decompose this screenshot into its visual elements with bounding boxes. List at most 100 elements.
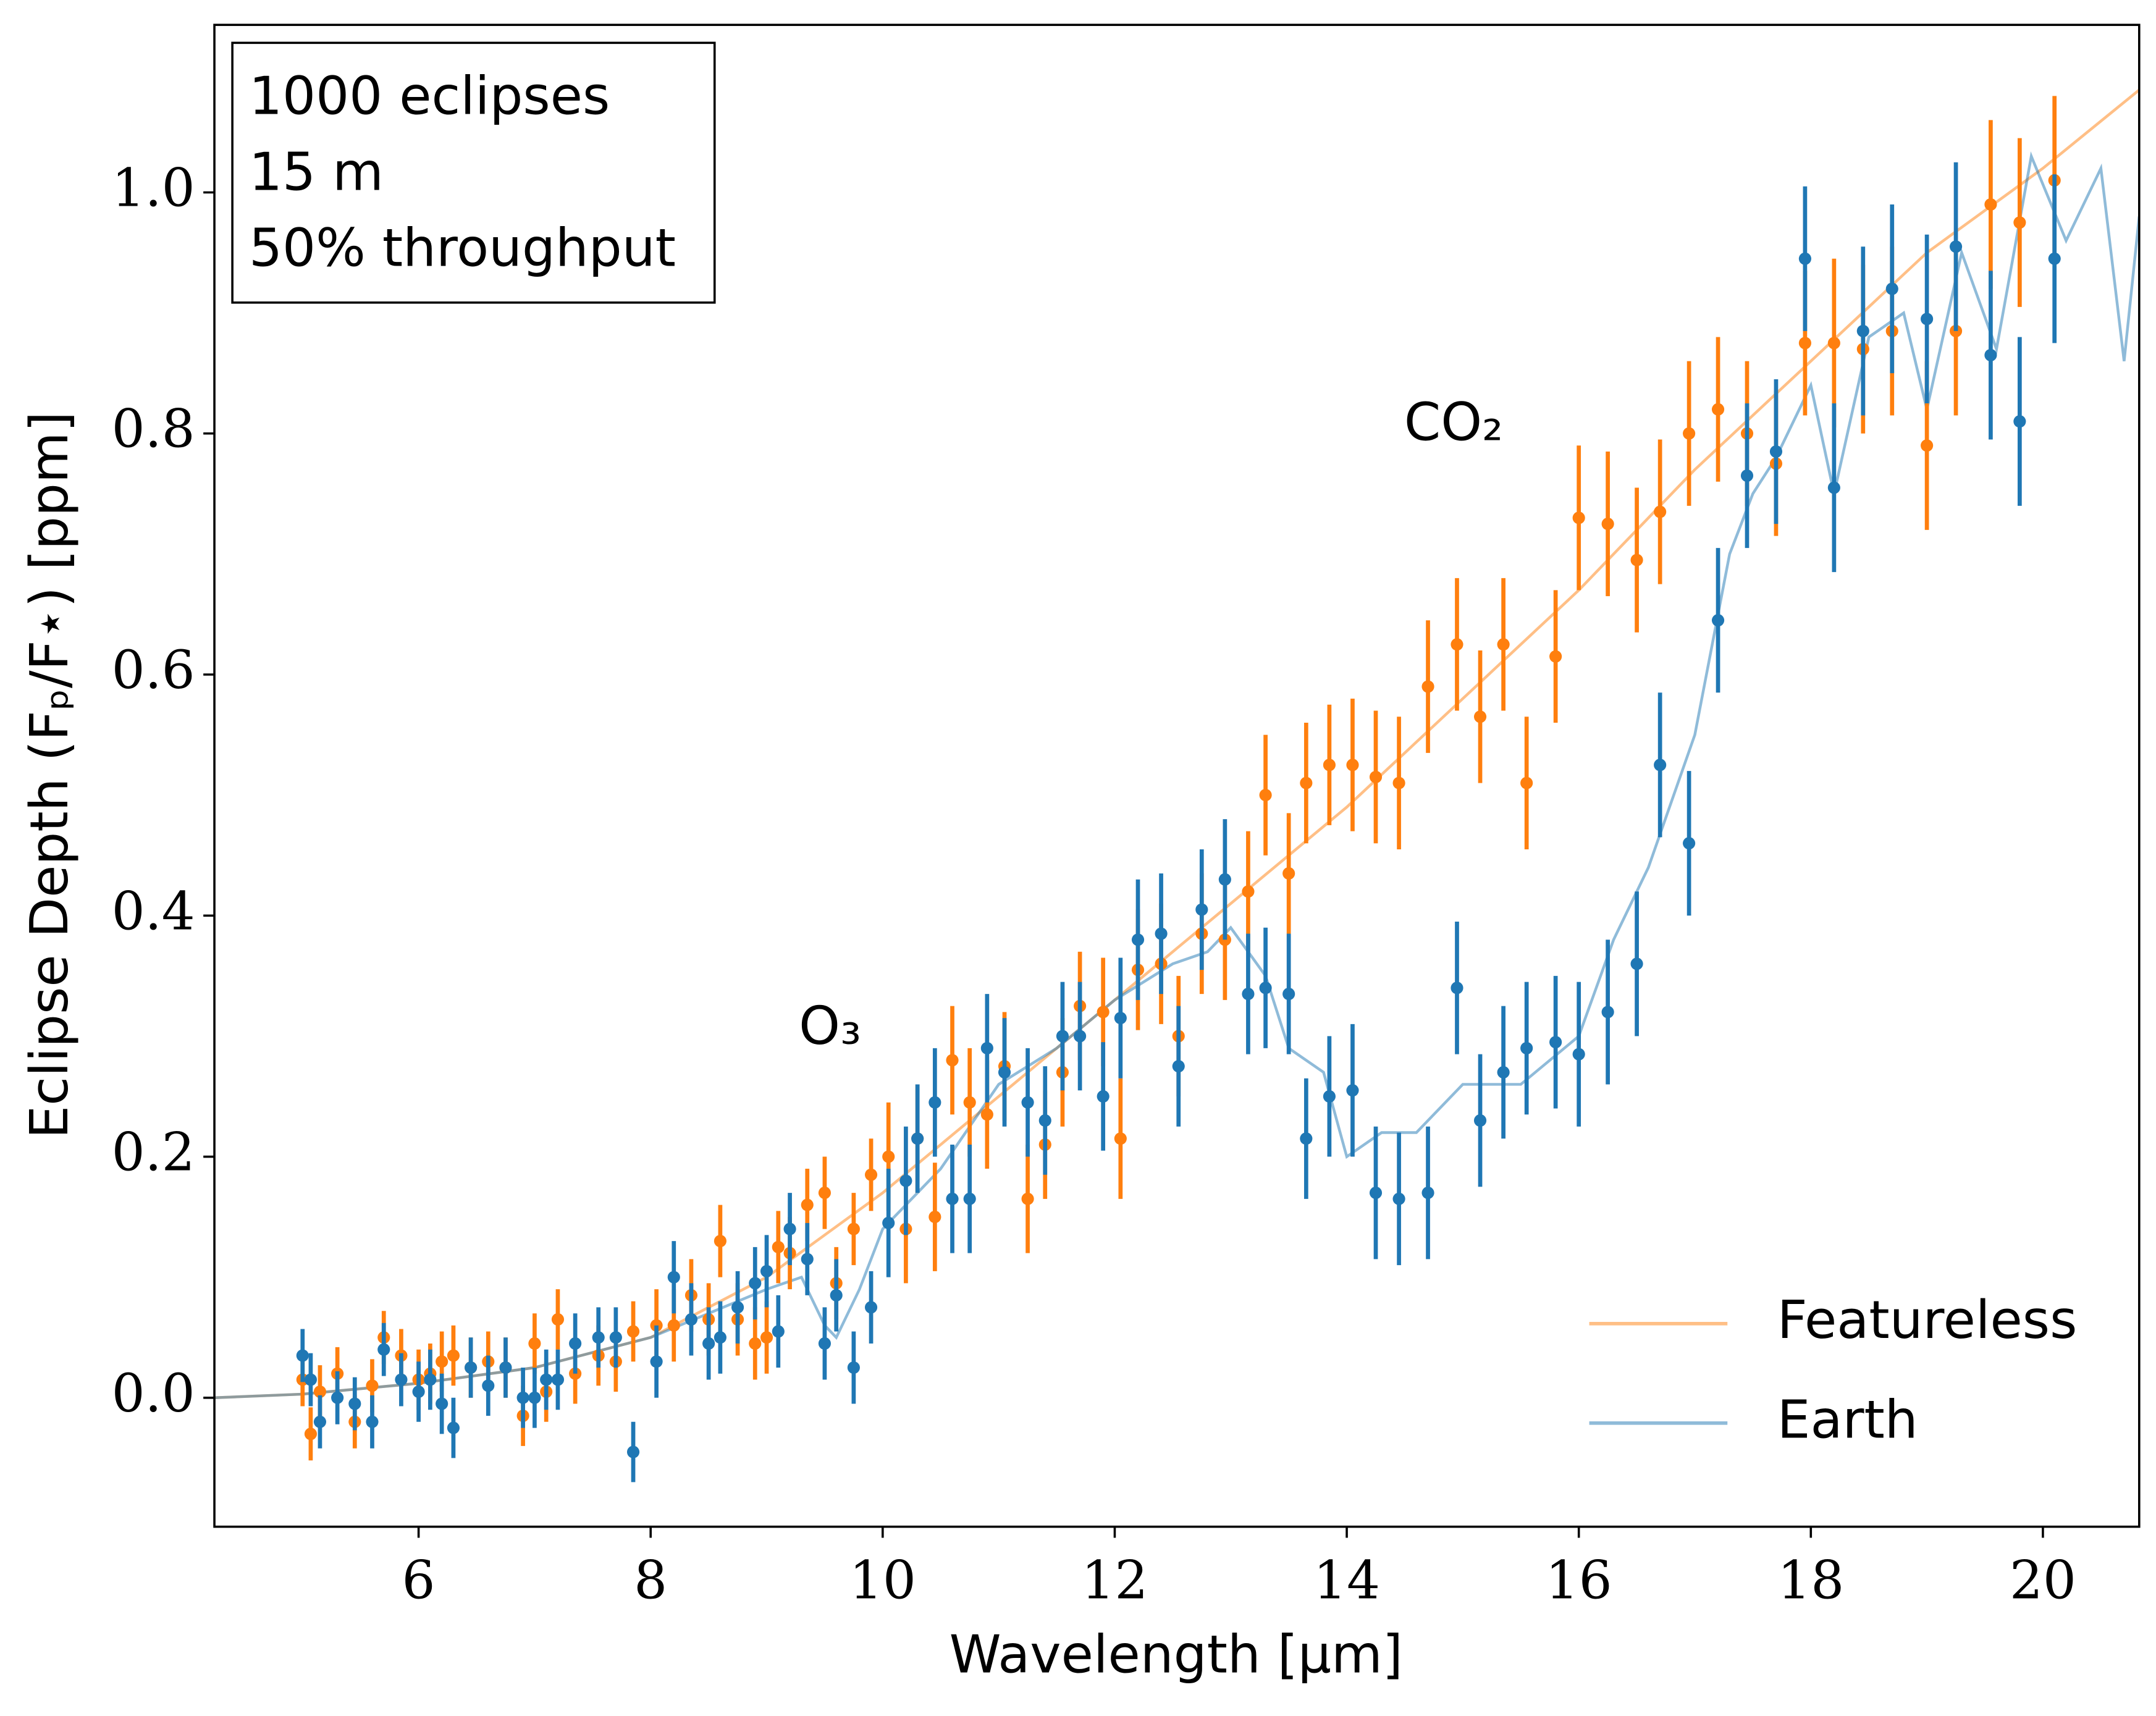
data-point: [864, 1168, 878, 1181]
data-point: [702, 1337, 715, 1350]
data-point: [667, 1319, 680, 1332]
data-point: [1172, 1060, 1185, 1073]
data-point: [1711, 403, 1725, 416]
data-point: [540, 1373, 553, 1386]
data-point: [772, 1325, 785, 1338]
data-point: [1300, 776, 1313, 789]
data-point: [1497, 1066, 1510, 1079]
data-point: [760, 1264, 773, 1277]
data-point: [304, 1373, 317, 1386]
data-point: [366, 1415, 379, 1428]
data-point: [1259, 789, 1272, 802]
data-point: [749, 1277, 762, 1290]
data-point: [714, 1331, 726, 1344]
data-point: [447, 1349, 460, 1362]
data-point: [465, 1361, 478, 1374]
data-point: [1885, 282, 1898, 295]
data-point: [569, 1337, 582, 1350]
data-point: [1572, 1048, 1585, 1061]
y-tick-label: 0.6: [112, 640, 195, 701]
data-point: [801, 1198, 814, 1211]
x-tick-label: 16: [1546, 1550, 1612, 1612]
data-point: [998, 1066, 1011, 1079]
data-point: [366, 1379, 379, 1392]
data-point: [946, 1054, 959, 1067]
data-point: [348, 1397, 361, 1410]
data-point: [1369, 1186, 1383, 1200]
data-point: [331, 1391, 344, 1404]
data-point: [1630, 957, 1643, 970]
text-box-line: 50% throughput: [249, 218, 676, 279]
data-point: [1984, 348, 1997, 361]
data-point: [783, 1222, 796, 1235]
data-point: [1346, 759, 1359, 772]
data-point: [1473, 1114, 1487, 1127]
data-point: [447, 1421, 460, 1434]
data-point: [626, 1445, 640, 1458]
data-point: [482, 1379, 495, 1392]
data-point: [1131, 933, 1145, 946]
x-tick-label: 14: [1313, 1550, 1380, 1612]
data-point: [304, 1428, 317, 1441]
x-tick-label: 12: [1081, 1550, 1148, 1612]
data-point: [1021, 1192, 1034, 1205]
data-point: [882, 1150, 895, 1163]
y-tick-label: 0.2: [112, 1122, 195, 1184]
data-point: [911, 1132, 924, 1145]
data-point: [1769, 445, 1783, 458]
data-point: [528, 1391, 541, 1404]
data-point: [1856, 324, 1869, 337]
data-point: [1392, 776, 1405, 789]
data-point: [1451, 982, 1463, 995]
data-point: [980, 1041, 993, 1054]
data-point: [946, 1192, 959, 1205]
data-point: [980, 1108, 993, 1121]
data-point: [1323, 1090, 1336, 1103]
data-point: [313, 1385, 327, 1398]
data-point: [296, 1349, 309, 1362]
axes-frame: [213, 23, 2141, 1528]
data-point: [313, 1415, 327, 1428]
y-tick-label: 0.8: [112, 399, 195, 460]
data-point: [412, 1385, 425, 1398]
data-point: [1711, 614, 1725, 627]
data-point: [963, 1192, 976, 1205]
data-point: [801, 1253, 814, 1266]
data-point: [714, 1235, 726, 1248]
data-point: [1323, 759, 1336, 772]
y-tick-label: 0.4: [112, 881, 195, 942]
data-point: [1827, 481, 1840, 494]
data-point: [626, 1325, 640, 1338]
data-point: [1097, 1090, 1110, 1103]
data-point: [847, 1361, 860, 1374]
x-tick-label: 10: [849, 1550, 916, 1612]
data-point: [929, 1096, 941, 1109]
data-point: [1242, 885, 1255, 898]
data-point: [1451, 638, 1463, 651]
data-point: [1074, 1030, 1087, 1043]
plot-area: [214, 88, 2139, 1483]
data-point: [1473, 710, 1487, 723]
data-point: [1114, 1012, 1127, 1025]
data-point: [1038, 1114, 1051, 1127]
data-point: [499, 1361, 512, 1374]
data-point: [1630, 553, 1643, 566]
data-point: [1056, 1030, 1069, 1043]
data-point: [1497, 638, 1510, 651]
data-point: [551, 1373, 565, 1386]
data-point: [1827, 337, 1840, 350]
data-point: [424, 1373, 437, 1386]
data-point: [830, 1289, 843, 1302]
data-point: [1242, 988, 1255, 1001]
data-point: [1654, 505, 1667, 518]
y-axis-label: Eclipse Depth (Fₚ/F⋆) [ppm]: [19, 411, 80, 1138]
data-point: [882, 1216, 895, 1229]
data-point: [731, 1301, 744, 1314]
data-point: [818, 1337, 831, 1350]
annotation: CO₂: [1404, 392, 1503, 453]
data-point: [1421, 680, 1434, 693]
data-point: [1346, 1084, 1359, 1097]
data-point: [772, 1240, 785, 1253]
data-point: [1392, 1192, 1405, 1205]
data-point: [847, 1222, 860, 1235]
